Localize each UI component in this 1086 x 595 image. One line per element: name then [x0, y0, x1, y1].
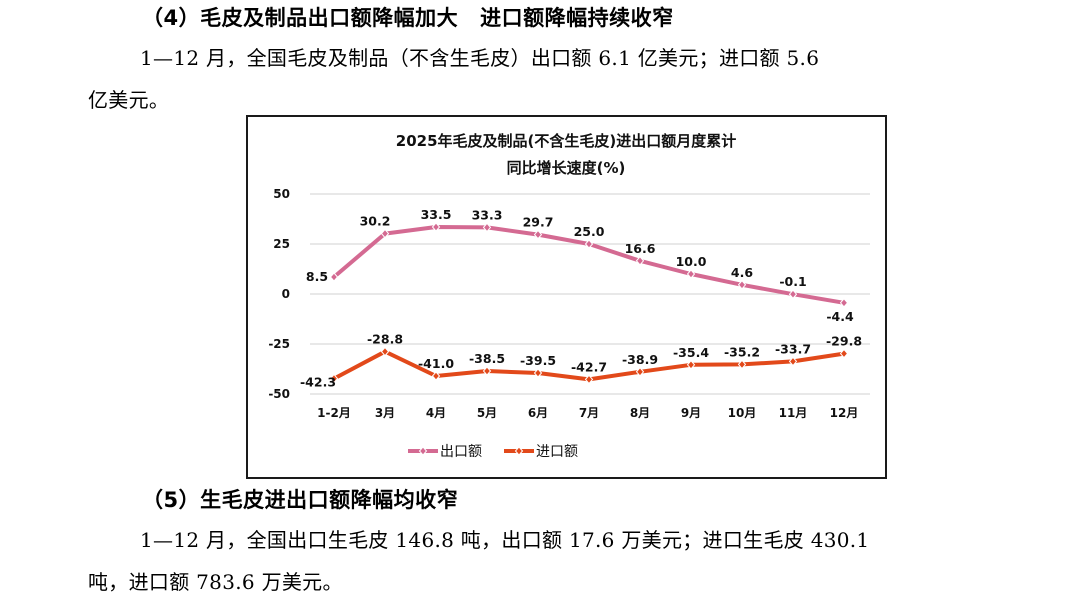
- y-tick-label: 50: [273, 187, 290, 201]
- x-tick-label: 7月: [579, 406, 599, 420]
- data-point-marker: [686, 360, 696, 370]
- section-4-heading-part2: 进口额降幅持续收窄: [480, 6, 674, 30]
- data-label: -29.8: [826, 334, 862, 349]
- data-label: -42.7: [571, 359, 607, 374]
- data-point-marker: [737, 359, 747, 370]
- data-point-marker: [635, 256, 645, 266]
- section-5-paragraph-line2: 吨，进口额 783.6 万美元。: [88, 570, 343, 594]
- data-point-marker: [839, 298, 849, 308]
- legend-label: 进口额: [536, 444, 578, 460]
- data-label: 33.5: [421, 207, 452, 222]
- section-5-heading: （5）生毛皮进出口额降幅均收窄: [142, 488, 459, 512]
- data-point-marker: [635, 367, 645, 377]
- data-label: -38.5: [469, 351, 505, 366]
- data-label: -38.9: [622, 352, 658, 367]
- data-point-marker: [788, 289, 798, 299]
- data-point-marker: [482, 222, 492, 233]
- data-label: -28.8: [367, 332, 403, 347]
- data-point-marker: [686, 269, 696, 279]
- section-4-paragraph-line2: 亿美元。: [88, 88, 170, 112]
- data-label: 30.2: [360, 214, 391, 229]
- section-4-paragraph-line1: 1—12 月，全国毛皮及制品（不含生毛皮）出口额 6.1 亿美元；进口额 5.6: [140, 46, 820, 70]
- data-point-marker: [380, 228, 390, 239]
- legend: 出口额 进口额: [408, 444, 578, 460]
- data-label: -0.1: [779, 274, 806, 289]
- y-axis-ticks: 50 25 0 -25 -50: [268, 187, 290, 401]
- data-label: -33.7: [775, 341, 811, 356]
- x-tick-label: 8月: [630, 406, 650, 420]
- y-tick-label: -25: [268, 337, 290, 351]
- section-4-heading-part1: （4）毛皮及制品出口额降幅加大: [142, 6, 459, 30]
- data-label: 25.0: [574, 224, 605, 239]
- x-tick-label: 4月: [426, 406, 446, 420]
- data-label: -41.0: [418, 356, 454, 371]
- data-point-marker: [533, 229, 543, 240]
- data-point-marker: [431, 371, 441, 381]
- series-lines: [329, 222, 849, 385]
- data-label: 16.6: [625, 241, 656, 256]
- data-point-marker: [329, 272, 339, 282]
- data-label: -42.3: [300, 375, 336, 390]
- data-label: -4.4: [826, 309, 854, 324]
- x-tick-label: 10月: [728, 406, 757, 420]
- data-point-marker: [329, 373, 339, 384]
- data-point-marker: [788, 356, 798, 367]
- data-label: -35.2: [724, 344, 760, 359]
- x-tick-label: 11月: [779, 406, 808, 420]
- x-axis-ticks: 1-2月 3月 4月 5月 6月 7月 8月 9月 10月 11月 12月: [317, 406, 858, 420]
- data-label: 10.0: [676, 254, 707, 269]
- legend-label: 出口额: [440, 444, 482, 460]
- y-tick-label: -50: [268, 387, 290, 401]
- chart-title: 2025年毛皮及制品(不含生毛皮)进出口额月度累计: [396, 132, 736, 150]
- y-tick-label: 25: [273, 237, 290, 251]
- data-label: 8.5: [306, 269, 328, 284]
- data-point-marker: [584, 374, 594, 385]
- data-point-marker: [380, 346, 390, 357]
- x-tick-label: 5月: [477, 406, 497, 420]
- x-tick-label: 9月: [681, 406, 701, 420]
- x-tick-label: 1-2月: [317, 406, 351, 420]
- data-labels: 8.5 30.2 33.5 33.3 29.7 25.0 16.6 10.0 4.6 -0.1 -4…: [300, 207, 862, 390]
- data-point-marker: [839, 348, 849, 359]
- data-label: 29.7: [523, 215, 554, 230]
- x-tick-label: 12月: [830, 406, 859, 420]
- line-chart: 2025年毛皮及制品(不含生毛皮)进出口额月度累计 同比增长速度(%) 50 25…: [268, 132, 870, 460]
- data-point-marker: [482, 366, 492, 376]
- legend-marker-icon: [418, 446, 428, 456]
- chart-subtitle: 同比增长速度(%): [507, 159, 626, 177]
- data-label: 4.6: [731, 265, 753, 280]
- data-point-marker: [533, 368, 543, 378]
- data-point-marker: [431, 222, 441, 232]
- data-point-marker: [737, 280, 747, 290]
- x-tick-label: 6月: [528, 406, 548, 420]
- legend-marker-icon: [514, 446, 524, 456]
- section-5-paragraph-line1: 1—12 月，全国出口生毛皮 146.8 吨，出口额 17.6 万美元；进口生毛…: [140, 528, 870, 552]
- chart-container: 2025年毛皮及制品(不含生毛皮)进出口额月度累计 同比增长速度(%) 50 25…: [246, 115, 887, 479]
- gridlines: [310, 193, 870, 395]
- x-tick-label: 3月: [375, 406, 395, 420]
- data-label: -35.4: [673, 345, 709, 360]
- data-label: 33.3: [472, 207, 503, 222]
- y-tick-label: 0: [282, 287, 290, 301]
- data-point-marker: [584, 239, 594, 249]
- section-4-heading: （4）毛皮及制品出口额降幅加大 进口额降幅持续收窄: [142, 2, 674, 32]
- data-label: -39.5: [520, 353, 556, 368]
